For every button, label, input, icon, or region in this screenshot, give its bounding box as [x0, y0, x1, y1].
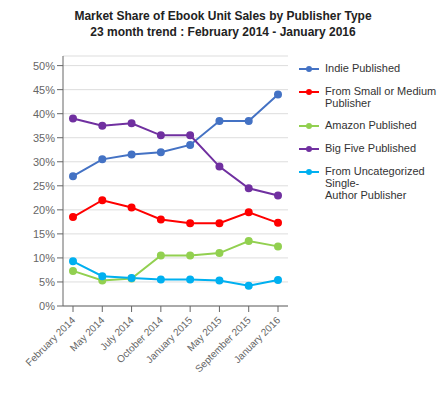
html-text:Market Share of Ebook Unit Sal: Market Share of Ebook Unit Sales by Publ… [74, 9, 372, 23]
svg-text:May 2015: May 2015 [184, 314, 224, 354]
svg-text:25%: 25% [33, 180, 55, 192]
svg-text:15%: 15% [33, 228, 55, 240]
svg-text:10%: 10% [33, 252, 55, 264]
svg-text:September 2015: September 2015 [192, 314, 253, 375]
svg-text:5%: 5% [39, 276, 55, 288]
svg-text:50%: 50% [33, 60, 55, 72]
svg-text:October 2014: October 2014 [114, 314, 166, 366]
svg-text:July 2014: July 2014 [97, 314, 136, 353]
html-text:Big Five Published: Big Five Published [325, 142, 417, 154]
html-text:Amazon Published: Amazon Published [325, 119, 417, 131]
svg-text:January 2016: January 2016 [232, 314, 283, 365]
html-text:From Uncategorized Single-: From Uncategorized Single- [325, 165, 425, 189]
html-text:Indie Published: Indie Published [325, 62, 401, 74]
svg-text:20%: 20% [33, 204, 55, 216]
html-text:From Small or Medium: From Small or Medium [325, 85, 437, 97]
html-text:Author Publisher: Author Publisher [325, 189, 407, 201]
svg-text:February 2014: February 2014 [23, 314, 77, 368]
html-text:23 month trend : February 2014: 23 month trend : February 2014 - January… [90, 25, 356, 39]
svg-text:May 2014: May 2014 [67, 314, 107, 354]
svg-text:0%: 0% [39, 300, 55, 312]
svg-text:January 2015: January 2015 [144, 314, 195, 365]
html-text:Publisher: Publisher [325, 97, 371, 109]
svg-text:45%: 45% [33, 84, 55, 96]
svg-text:30%: 30% [33, 156, 55, 168]
svg-text:40%: 40% [33, 108, 55, 120]
svg-text:35%: 35% [33, 132, 55, 144]
